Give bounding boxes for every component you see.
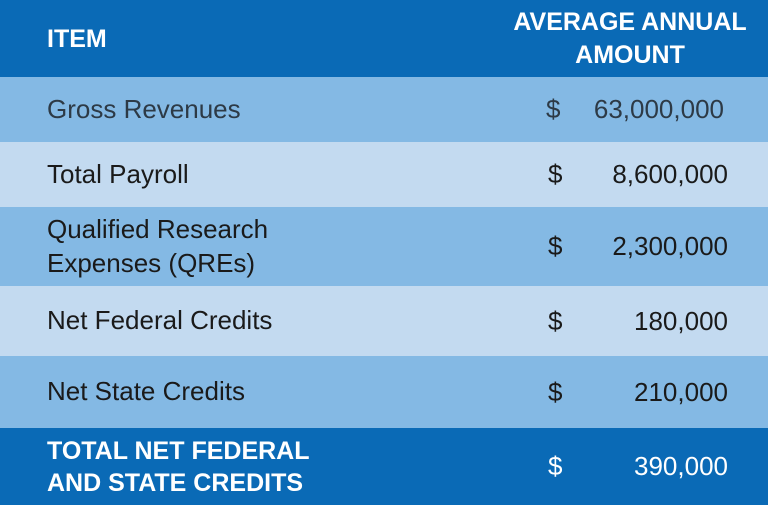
total-row: TOTAL NET FEDERAL AND STATE CREDITS $ 39… [0,428,768,505]
table-row: Qualified Research Expenses (QREs) $ 2,3… [0,207,768,286]
currency-symbol: $ [548,159,563,189]
amount-value: 2,300,000 [612,231,728,261]
header-amount-line1: AVERAGE ANNUAL [513,8,747,36]
header-amount-line2: AMOUNT [575,40,685,69]
amount-value: 210,000 [634,376,728,407]
table-row: Net State Credits $ 210,000 [0,356,768,428]
total-item-line2: AND STATE CREDITS [47,468,304,497]
currency-symbol: $ [548,231,563,261]
currency-symbol: $ [548,451,563,481]
row-item: Qualified Research Expenses (QREs) [0,213,500,280]
row-item-line1: Qualified Research [47,214,269,245]
table-row: Net Federal Credits $ 180,000 [0,286,768,356]
amount-value: 8,600,000 [612,159,728,189]
currency-symbol: $ [546,94,561,124]
row-item: Gross Revenues [0,93,500,126]
amount-value: 63,000,000 [593,94,724,124]
row-item-line1: Net State Credits [47,376,245,407]
header-amount: AVERAGE ANNUAL AMOUNT [500,6,768,71]
row-item-line2: Expenses (QREs) [47,247,256,278]
currency-symbol: $ [548,376,563,407]
row-item: Net Federal Credits [0,304,500,337]
row-item-line1: Gross Revenues [47,93,241,124]
total-amount: $ 390,000 [500,428,768,505]
row-amount: $ 63,000,000 [500,77,768,142]
table-row: Total Payroll $ 8,600,000 [0,142,768,207]
total-item: TOTAL NET FEDERAL AND STATE CREDITS [0,435,500,499]
amount-value: 390,000 [634,451,728,481]
row-amount: $ 210,000 [500,356,768,428]
row-amount: $ 8,600,000 [500,142,768,207]
row-item: Net State Credits [0,375,500,408]
amount-value: 180,000 [634,305,728,336]
total-item-line1: TOTAL NET FEDERAL [47,436,310,465]
row-item-line1: Net Federal Credits [47,305,273,336]
currency-symbol: $ [548,305,563,336]
row-item-line1: Total Payroll [47,158,189,189]
table-row: Gross Revenues $ 63,000,000 [0,77,768,142]
row-amount: $ 2,300,000 [500,207,768,286]
row-amount: $ 180,000 [500,286,768,356]
table-header-row: ITEM AVERAGE ANNUAL AMOUNT [0,0,768,77]
header-item: ITEM [47,24,107,53]
row-item: Total Payroll [0,158,500,191]
